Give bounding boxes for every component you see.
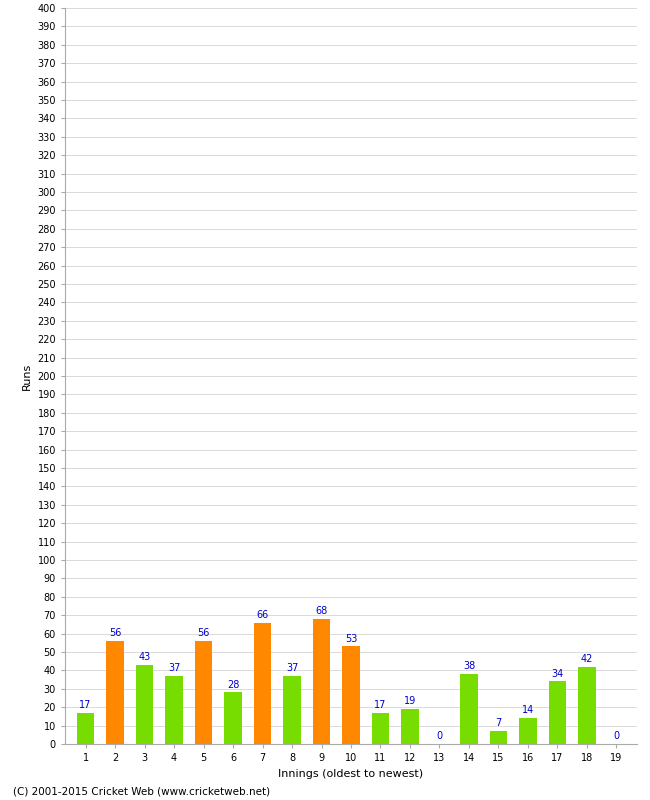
Text: 28: 28 bbox=[227, 680, 239, 690]
Text: 68: 68 bbox=[315, 606, 328, 616]
Text: 14: 14 bbox=[522, 706, 534, 715]
Y-axis label: Runs: Runs bbox=[22, 362, 32, 390]
Text: 38: 38 bbox=[463, 662, 475, 671]
Text: 17: 17 bbox=[79, 700, 92, 710]
Bar bbox=[460, 674, 478, 744]
Bar bbox=[342, 646, 360, 744]
Bar bbox=[489, 731, 507, 744]
Text: 37: 37 bbox=[286, 663, 298, 673]
Text: 56: 56 bbox=[109, 628, 122, 638]
Bar bbox=[549, 682, 566, 744]
Bar bbox=[195, 641, 213, 744]
Text: (C) 2001-2015 Cricket Web (www.cricketweb.net): (C) 2001-2015 Cricket Web (www.cricketwe… bbox=[13, 786, 270, 796]
Text: 17: 17 bbox=[374, 700, 387, 710]
Text: 34: 34 bbox=[551, 669, 564, 678]
Text: 53: 53 bbox=[344, 634, 358, 644]
X-axis label: Innings (oldest to newest): Innings (oldest to newest) bbox=[278, 769, 424, 778]
Bar bbox=[313, 619, 330, 744]
Bar bbox=[165, 676, 183, 744]
Bar bbox=[77, 713, 94, 744]
Text: 42: 42 bbox=[580, 654, 593, 664]
Text: 56: 56 bbox=[198, 628, 210, 638]
Text: 0: 0 bbox=[614, 731, 619, 742]
Bar bbox=[254, 622, 272, 744]
Bar bbox=[401, 709, 419, 744]
Bar bbox=[372, 713, 389, 744]
Bar bbox=[136, 665, 153, 744]
Text: 7: 7 bbox=[495, 718, 502, 728]
Text: 0: 0 bbox=[436, 731, 443, 742]
Text: 37: 37 bbox=[168, 663, 180, 673]
Text: 19: 19 bbox=[404, 696, 416, 706]
Bar bbox=[283, 676, 301, 744]
Bar bbox=[578, 666, 595, 744]
Bar bbox=[107, 641, 124, 744]
Bar bbox=[224, 693, 242, 744]
Text: 66: 66 bbox=[256, 610, 268, 620]
Bar bbox=[519, 718, 537, 744]
Text: 43: 43 bbox=[138, 652, 151, 662]
